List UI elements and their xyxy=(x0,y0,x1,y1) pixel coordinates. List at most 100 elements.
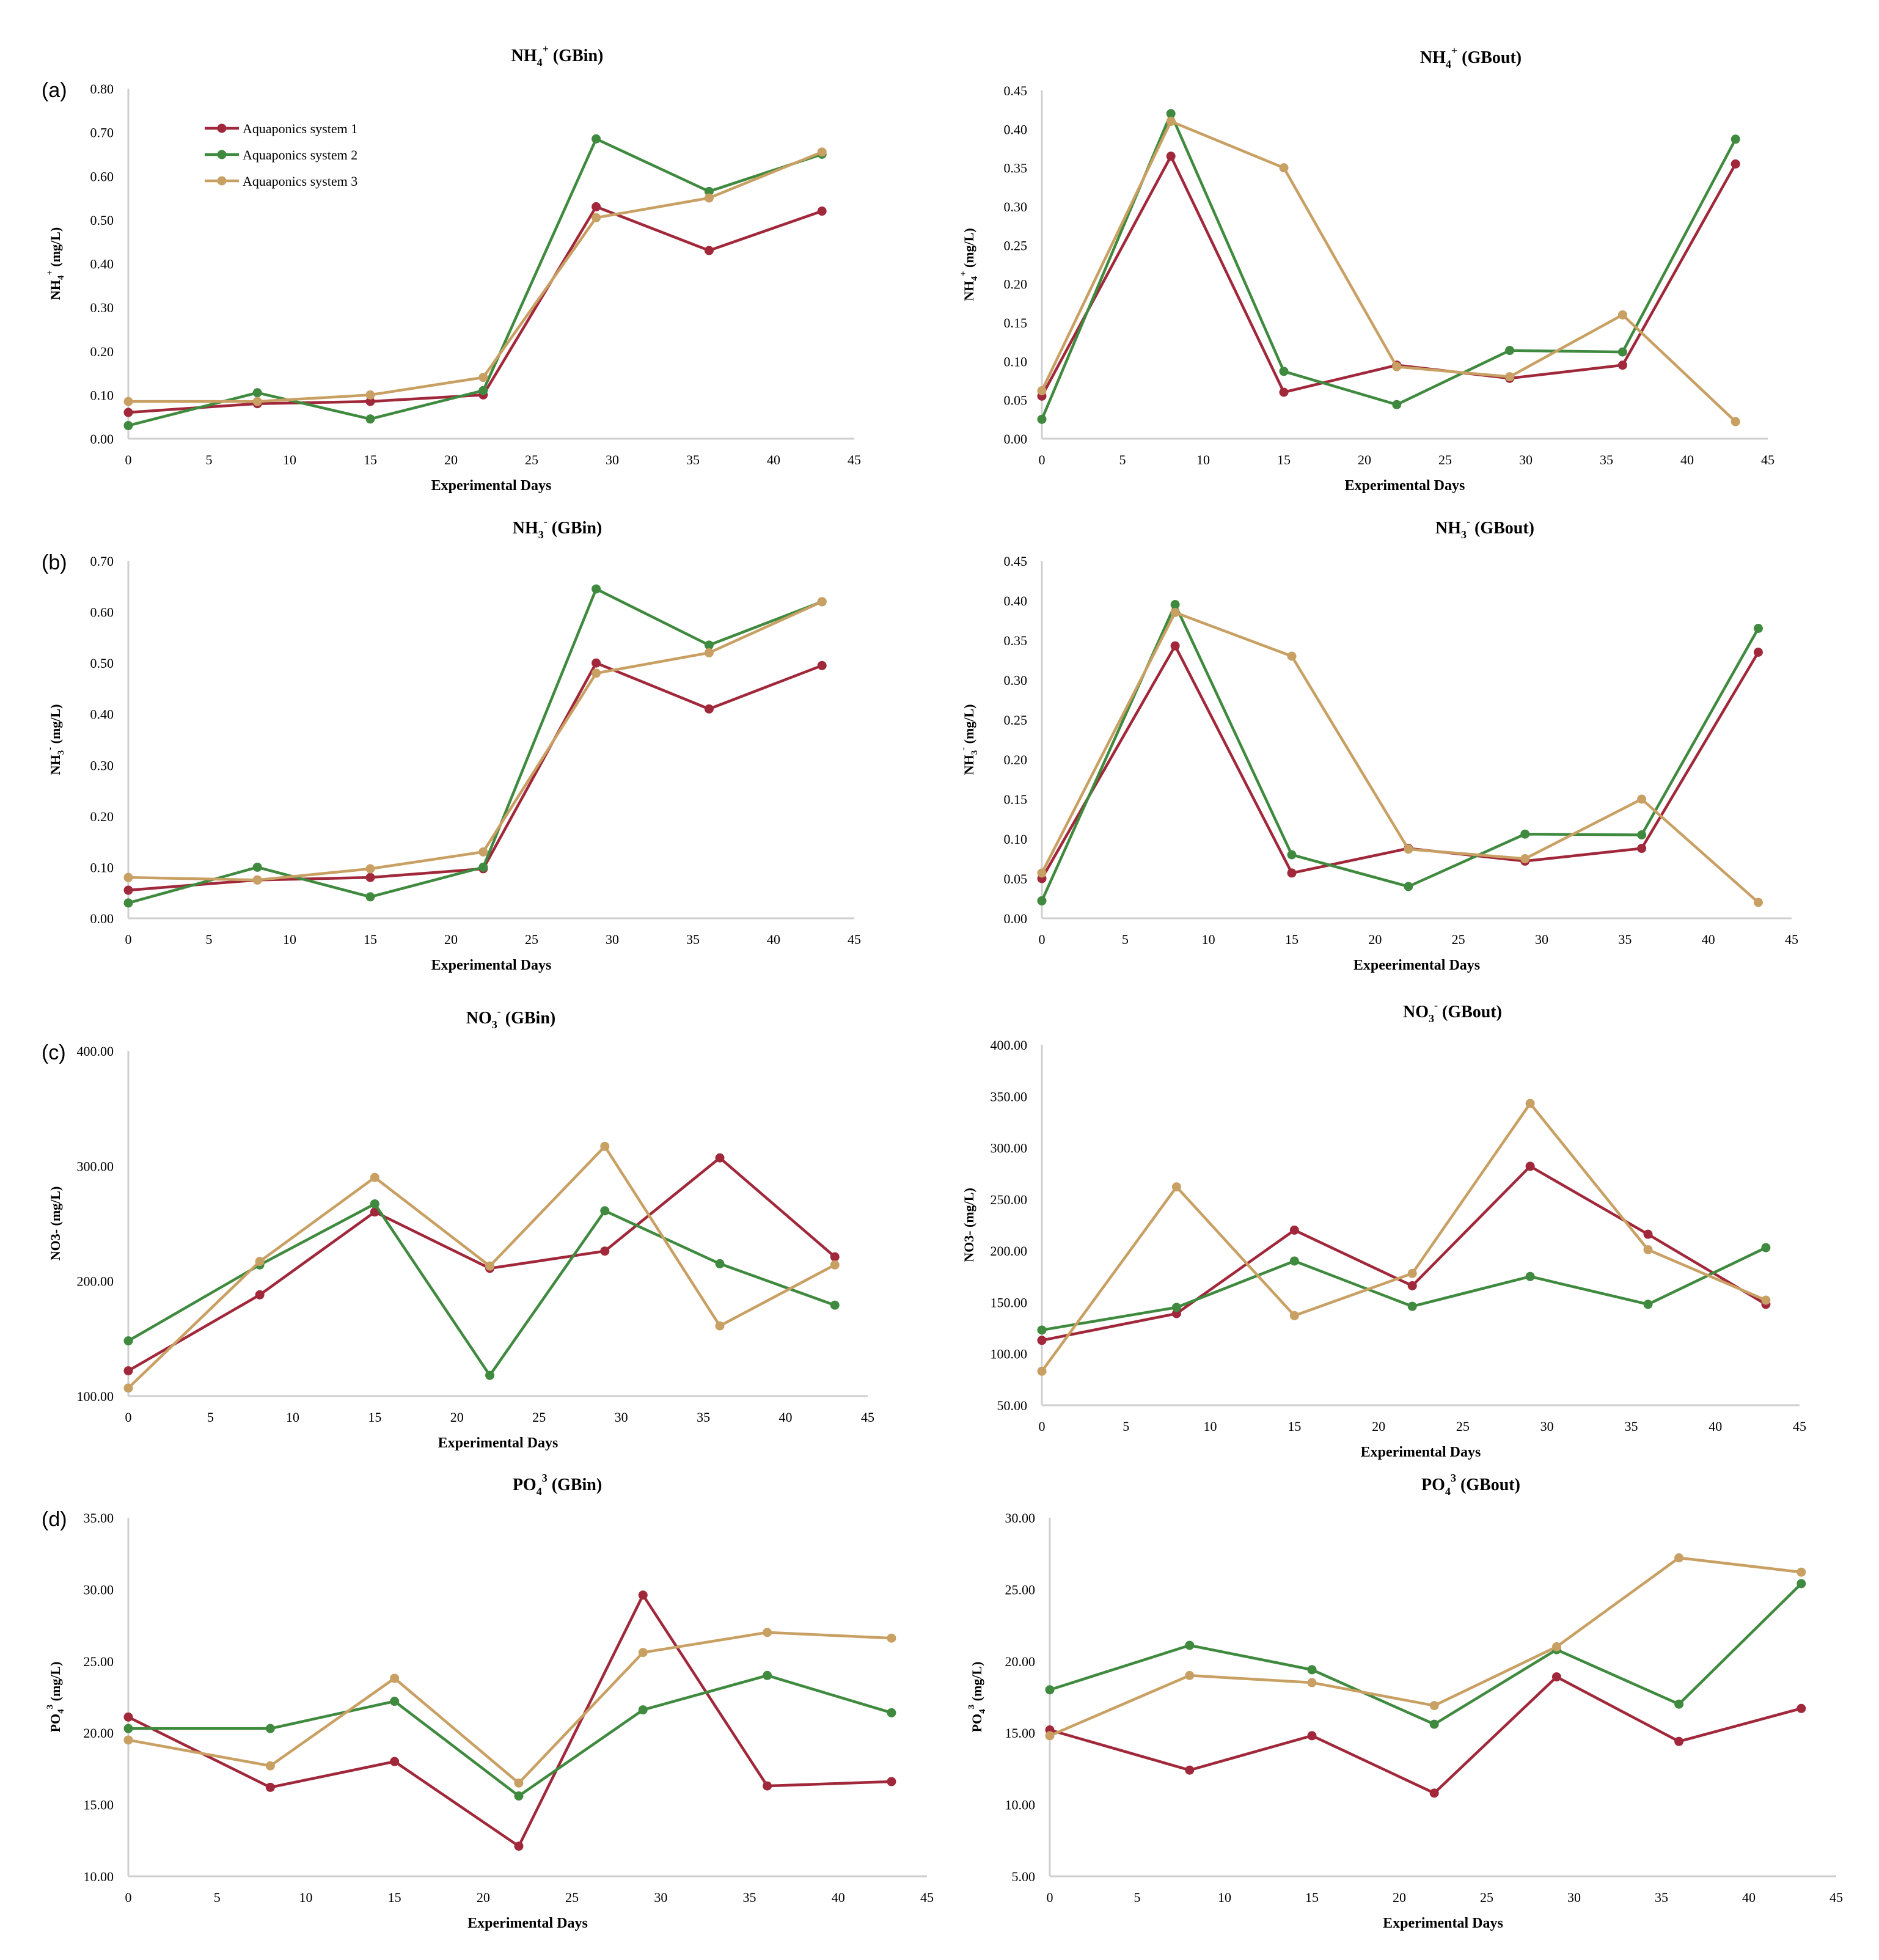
chart-title: NO3- (GBin) xyxy=(466,1005,555,1031)
y-tick-label: 0.30 xyxy=(1004,673,1028,688)
chart-title: PO43 (GBin) xyxy=(513,1472,602,1497)
chart-panel: 50.00 100.00 150.00 200.00 250.00 300.00 350.0… xyxy=(961,999,1806,1460)
legend-marker xyxy=(217,176,227,186)
x-tick-label: 30 xyxy=(1567,1890,1581,1905)
data-point xyxy=(704,193,714,203)
data-point xyxy=(1279,387,1289,397)
ylabel-superscript: 3 xyxy=(967,1705,976,1710)
data-point xyxy=(390,1697,400,1706)
chart-panel: 100.00 200.00 300.00 400.00 0 5 10 15 20 25 30 35 40… xyxy=(42,1005,874,1451)
y-tick-label: 0.70 xyxy=(90,125,114,141)
data-point xyxy=(123,872,133,882)
data-point xyxy=(1307,1678,1317,1688)
x-tick-label: 0 xyxy=(125,1410,132,1425)
chart-panel: 5.00 10.00 15.00 20.00 25.00 30.00 0 5 10 15 20 25 3… xyxy=(967,1472,1843,1931)
data-point xyxy=(123,1735,133,1745)
x-tick-label: 45 xyxy=(920,1890,934,1905)
data-point xyxy=(255,1257,265,1267)
title-rest: (GBin) xyxy=(548,1475,602,1494)
x-tick-label: 10 xyxy=(1202,932,1215,947)
y-tick-label: 0.40 xyxy=(1004,593,1028,609)
y-tick-label: 35.00 xyxy=(84,1510,114,1526)
data-point xyxy=(252,875,262,885)
data-point xyxy=(1753,898,1763,907)
data-point xyxy=(390,1673,400,1683)
data-point xyxy=(817,660,827,670)
data-point xyxy=(265,1761,275,1771)
series-line xyxy=(1040,120,1737,423)
y-axis-label: NO3- (mg/L) xyxy=(48,1187,63,1261)
data-point xyxy=(123,1724,133,1733)
y-tick-label: 0.35 xyxy=(1004,161,1028,176)
chart-title: PO43 (GBout) xyxy=(1421,1472,1520,1497)
data-point xyxy=(600,1141,610,1151)
data-point xyxy=(704,640,714,650)
data-point xyxy=(1753,624,1763,633)
x-tick-label: 35 xyxy=(1624,1419,1638,1434)
data-point xyxy=(1287,850,1297,860)
y-tick-label: 0.10 xyxy=(90,387,114,403)
title-rest: (GBout) xyxy=(1470,519,1534,538)
x-tick-label: 40 xyxy=(832,1890,845,1905)
data-point xyxy=(1551,1672,1561,1682)
data-point xyxy=(1287,868,1297,878)
data-point xyxy=(365,414,375,424)
data-point xyxy=(1185,1670,1195,1680)
data-point xyxy=(704,186,714,196)
y-axis-label: NH4+ (mg/L) xyxy=(45,227,66,300)
chart-title: NO3- (GBout) xyxy=(1403,999,1502,1025)
x-tick-label: 0 xyxy=(125,452,132,467)
data-point xyxy=(370,1172,379,1182)
ylabel-subscript: 4 xyxy=(970,276,980,281)
y-tick-label: 300.00 xyxy=(991,1141,1028,1156)
data-point xyxy=(1037,1336,1047,1345)
title-rest: (GBout) xyxy=(1438,1003,1502,1022)
y-tick-label: 0.70 xyxy=(90,554,114,569)
x-tick-label: 25 xyxy=(532,1410,546,1425)
data-point xyxy=(1307,1665,1317,1675)
x-tick-label: 5 xyxy=(1122,932,1129,947)
panel-letter: (c) xyxy=(42,1041,66,1064)
x-tick-label: 35 xyxy=(1655,1890,1668,1905)
data-point xyxy=(1525,1271,1535,1281)
x-tick-label: 10 xyxy=(1218,1890,1231,1905)
data-point xyxy=(1505,372,1515,382)
data-point xyxy=(1761,1295,1771,1305)
y-tick-label: 0.25 xyxy=(1004,238,1028,253)
y-tick-label: 0.20 xyxy=(90,809,114,824)
data-point xyxy=(1525,1099,1535,1108)
y-tick-label: 0.45 xyxy=(1004,83,1028,98)
data-point xyxy=(478,862,488,872)
ylabel-superscript: - xyxy=(45,747,55,750)
y-tick-label: 20.00 xyxy=(84,1725,114,1741)
data-point xyxy=(887,1777,896,1786)
x-tick-label: 20 xyxy=(1358,452,1371,467)
data-point xyxy=(1170,641,1180,651)
data-point xyxy=(1287,651,1297,661)
x-axis-label: Expeerimental Days xyxy=(1353,957,1480,973)
x-tick-label: 45 xyxy=(848,932,861,947)
data-point xyxy=(1037,1325,1047,1335)
x-tick-label: 30 xyxy=(606,452,619,467)
x-tick-label: 35 xyxy=(686,932,700,947)
title-superscript: 3 xyxy=(1451,1472,1456,1484)
title-superscript: + xyxy=(1451,45,1457,57)
ylabel-rest: (mg/L) xyxy=(961,228,976,271)
ylabel-subscript: 4 xyxy=(978,1709,987,1714)
title-subscript: 3 xyxy=(1461,528,1467,541)
series-line xyxy=(128,205,822,414)
data-point xyxy=(1166,152,1176,161)
data-point xyxy=(1407,1301,1417,1311)
x-tick-label: 5 xyxy=(1119,452,1126,467)
data-point xyxy=(592,213,601,222)
y-axis-label: PO43 (mg/L) xyxy=(967,1662,987,1733)
x-tick-label: 25 xyxy=(1438,452,1452,467)
data-point xyxy=(1429,1719,1439,1729)
y-tick-label: 250.00 xyxy=(991,1192,1028,1207)
x-tick-label: 45 xyxy=(848,452,861,467)
data-point xyxy=(478,373,488,382)
y-tick-label: 0.35 xyxy=(1004,633,1028,648)
data-point xyxy=(1525,1161,1535,1171)
data-point xyxy=(485,1370,495,1380)
series-line xyxy=(128,1674,892,1797)
